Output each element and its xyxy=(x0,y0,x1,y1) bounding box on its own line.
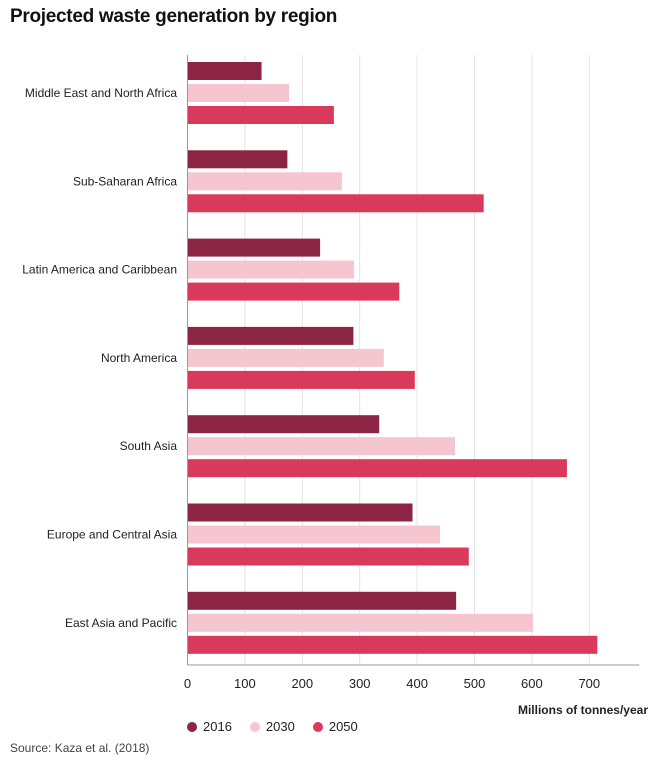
x-tick-label: 200 xyxy=(291,676,313,691)
bar-2016 xyxy=(187,326,354,345)
bar-2030 xyxy=(187,437,455,456)
x-tick-label: 100 xyxy=(234,676,256,691)
bar-2050 xyxy=(187,194,484,213)
bar-2050 xyxy=(187,459,567,478)
x-tick-label: 600 xyxy=(521,676,543,691)
x-tick-label: 700 xyxy=(578,676,600,691)
category-label: Sub-Saharan Africa xyxy=(73,174,177,188)
legend-item-2016: 2016 xyxy=(187,719,232,734)
bar-2050 xyxy=(187,106,334,124)
bar-2016 xyxy=(187,62,262,80)
legend: 2016 2030 2050 xyxy=(187,719,358,734)
legend-item-2030: 2030 xyxy=(249,719,295,734)
x-tick-label: 0 xyxy=(184,676,191,691)
category-label: North America xyxy=(101,351,177,365)
bar-2016 xyxy=(187,238,321,257)
bar-2030 xyxy=(187,525,441,544)
bar-2016 xyxy=(187,591,457,610)
legend-swatch-2016 xyxy=(187,722,197,732)
bar-2050 xyxy=(187,635,598,654)
bar-2050 xyxy=(187,370,415,389)
chart-title: Projected waste generation by region xyxy=(10,6,338,27)
category-label: Middle East and North Africa xyxy=(25,86,177,100)
bar-2030 xyxy=(187,260,354,279)
x-tick-label: 300 xyxy=(349,676,371,691)
x-tick-label: 500 xyxy=(464,676,486,691)
x-tick-label: 400 xyxy=(406,676,428,691)
bar-2030 xyxy=(187,172,342,191)
category-label: South Asia xyxy=(120,439,178,453)
legend-swatch-2030 xyxy=(249,722,260,732)
bar-2030 xyxy=(187,348,384,367)
category-label: Latin America and Caribbean xyxy=(22,263,177,277)
bar-2030 xyxy=(187,613,534,632)
legend-swatch-2050 xyxy=(312,722,323,732)
category-label: Europe and Central Asia xyxy=(47,528,177,542)
category-label: East Asia and Pacific xyxy=(65,616,177,630)
bar-2016 xyxy=(187,503,413,522)
source-note: Source: Kaza et al. (2018) xyxy=(10,741,150,755)
bar-2030 xyxy=(187,84,290,102)
bar-2050 xyxy=(187,282,400,301)
x-axis-label: Millions of tonnes/year xyxy=(517,703,648,717)
bar-2016 xyxy=(187,150,288,169)
bar-2016 xyxy=(187,415,380,434)
bar-2050 xyxy=(187,547,469,566)
legend-item-2050: 2050 xyxy=(312,719,358,734)
